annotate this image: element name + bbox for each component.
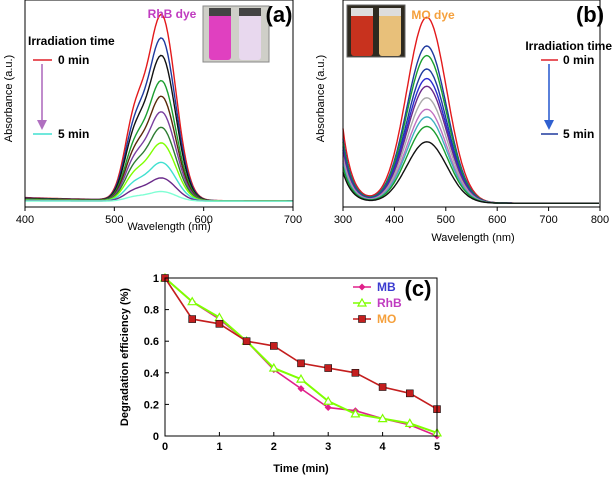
x-tick-label: 800 bbox=[591, 214, 609, 226]
panel-label: (c) bbox=[405, 276, 432, 301]
series-line-10 bbox=[25, 190, 293, 202]
vial-cap-icon bbox=[379, 8, 401, 16]
panel-c: 0 1 2 3 4 5 0 0.2 0.4 0.6 0.8 1 Time (min) Degradatio… bbox=[119, 272, 443, 475]
x-tick-label: 500 bbox=[105, 214, 123, 226]
data-point-mo bbox=[405, 389, 414, 398]
annotation-title: Irradiation time bbox=[28, 34, 115, 48]
series-line-3 bbox=[342, 68, 599, 204]
legend-label-mb: MB bbox=[377, 280, 396, 294]
series-line-1 bbox=[342, 45, 599, 204]
data-point-rhb bbox=[295, 373, 307, 383]
panel-c-axes bbox=[164, 277, 438, 437]
data-point-rhb bbox=[350, 408, 361, 418]
data-point-rhb bbox=[268, 362, 279, 372]
series-line-7 bbox=[25, 142, 293, 202]
x-tick-label: 700 bbox=[539, 214, 557, 226]
y-axis-label: Degradation efficiency (%) bbox=[119, 288, 131, 426]
series-line-9 bbox=[25, 177, 293, 202]
panel-label: (a) bbox=[266, 2, 293, 27]
data-point-rhb bbox=[323, 396, 334, 405]
vial-pink-icon bbox=[209, 12, 231, 60]
y-tick-label: 1 bbox=[153, 273, 159, 285]
annotation-start: 0 min bbox=[58, 53, 89, 67]
series-line-8 bbox=[25, 161, 293, 202]
panel-a-axes bbox=[24, 0, 294, 208]
panel-label: (b) bbox=[576, 2, 604, 27]
x-axis-label: Wavelength (nm) bbox=[127, 221, 210, 233]
vial-cap-icon bbox=[209, 8, 231, 16]
data-point-mb bbox=[324, 404, 332, 412]
data-point-mo bbox=[242, 337, 251, 346]
x-tick-label: 4 bbox=[380, 441, 387, 453]
legend-marker-mo bbox=[358, 315, 366, 323]
legend-label-mo: MO bbox=[377, 312, 396, 326]
x-axis-label: Wavelength (nm) bbox=[431, 232, 514, 244]
x-tick-label: 600 bbox=[194, 214, 212, 226]
x-tick-label: 2 bbox=[271, 441, 277, 453]
arrow-down-icon bbox=[544, 120, 554, 130]
x-tick-label: 500 bbox=[437, 214, 455, 226]
data-point-mo bbox=[215, 320, 224, 328]
x-tick-label: 400 bbox=[385, 214, 403, 226]
y-tick-label: 0.8 bbox=[144, 305, 159, 317]
series-line-10 bbox=[342, 141, 599, 204]
x-tick-label: 400 bbox=[16, 214, 34, 226]
panel-a: 400 500 600 700 Wavelength (nm) Absorbance (a… bbox=[3, 2, 302, 233]
annotation-end: 5 min bbox=[58, 127, 89, 141]
x-tick-label: 700 bbox=[284, 214, 302, 226]
chart-title: RhB dye bbox=[148, 7, 197, 21]
series-line-5 bbox=[25, 111, 293, 202]
legend-marker-rhb bbox=[356, 297, 368, 307]
data-point-rhb bbox=[404, 418, 415, 427]
data-point-mo bbox=[297, 359, 305, 368]
data-point-mo bbox=[378, 383, 387, 391]
x-tick-label: 0 bbox=[162, 441, 168, 453]
chart-title: MO dye bbox=[411, 8, 455, 22]
vial-red-icon bbox=[351, 14, 373, 56]
x-tick-label: 600 bbox=[488, 214, 506, 226]
data-point-mo bbox=[269, 342, 278, 350]
vial-photo-a bbox=[202, 5, 270, 63]
data-point-mo bbox=[351, 368, 360, 377]
annotation-title: Irradiation time bbox=[525, 39, 612, 53]
legend-label-rhb: RhB bbox=[377, 296, 402, 310]
panel-b-axes bbox=[342, 0, 601, 208]
arrow-down-icon bbox=[37, 120, 47, 130]
series-line-4 bbox=[342, 77, 599, 204]
vial-cap-icon bbox=[239, 8, 261, 16]
x-tick-label: 3 bbox=[325, 441, 331, 453]
panel-b: 300 400 500 600 700 800 Wavelength (nm) Absorba… bbox=[315, 2, 612, 244]
x-axis-label: Time (min) bbox=[273, 463, 329, 475]
vial-amber-icon bbox=[379, 14, 401, 56]
data-point-mo bbox=[188, 315, 196, 323]
data-point-mb bbox=[297, 385, 305, 393]
vial-clear-icon bbox=[239, 12, 261, 60]
y-tick-label: 0.4 bbox=[144, 368, 160, 380]
y-tick-label: 0.6 bbox=[144, 336, 159, 348]
y-tick-label: 0 bbox=[153, 431, 159, 443]
annotation-end: 5 min bbox=[563, 127, 594, 141]
y-axis-label: Absorbance (a.u.) bbox=[315, 55, 327, 142]
x-tick-label: 300 bbox=[334, 214, 352, 226]
x-tick-label: 1 bbox=[216, 441, 222, 453]
annotation-start: 0 min bbox=[563, 53, 594, 67]
data-point-rhb bbox=[377, 413, 388, 423]
y-tick-label: 0.2 bbox=[144, 399, 159, 411]
series-line-2 bbox=[342, 54, 599, 204]
x-tick-label: 5 bbox=[434, 441, 440, 453]
legend-marker-mb bbox=[358, 283, 366, 291]
y-axis-label: Absorbance (a.u.) bbox=[3, 55, 15, 142]
data-point-rhb bbox=[187, 296, 198, 306]
data-point-mo bbox=[324, 364, 333, 372]
vial-photo-b bbox=[346, 4, 406, 58]
vial-cap-icon bbox=[351, 8, 373, 16]
